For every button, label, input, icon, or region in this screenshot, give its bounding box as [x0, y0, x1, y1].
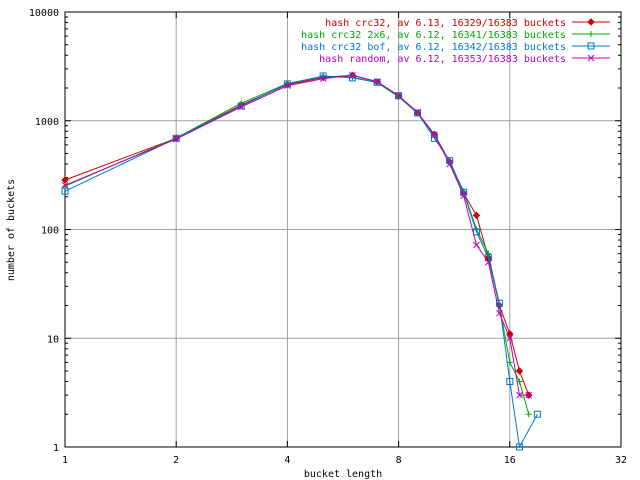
series-line [64, 74, 530, 396]
data-point [284, 82, 291, 90]
legend-entry-label: hash random, av 6.12, 16353/16383 bucket… [319, 54, 566, 65]
data-point [506, 378, 514, 386]
data-point [587, 18, 595, 26]
data-point [349, 71, 356, 79]
data-point [237, 103, 245, 111]
data-point [533, 410, 541, 418]
data-point [506, 334, 514, 342]
series-2 [62, 73, 532, 418]
data-point [485, 258, 492, 266]
series-line [64, 74, 529, 396]
x-tick-label: 2 [173, 455, 179, 466]
data-point [283, 80, 291, 88]
data-point [525, 391, 533, 399]
data-point [516, 391, 523, 399]
data-point [431, 131, 438, 139]
data-point [413, 109, 421, 117]
data-point [373, 78, 381, 85]
data-point [525, 411, 532, 418]
data-point [495, 299, 503, 307]
data-point [515, 367, 524, 375]
data-point [588, 31, 594, 37]
x-tick-label: 32 [615, 455, 627, 466]
x-tick-label: 8 [396, 455, 402, 466]
data-point [473, 241, 480, 249]
y-tick-label: 10000 [29, 8, 59, 19]
data-point [61, 187, 69, 195]
data-point [460, 192, 468, 199]
y-axis-label: number of buckets [6, 179, 17, 281]
x-axis-label: bucket length [304, 469, 382, 480]
legend: hash crc32, av 6.13, 16329/16383 buckets… [301, 18, 610, 65]
data-point [373, 78, 381, 86]
y-tick-label: 1000 [35, 117, 59, 128]
data-point [414, 108, 421, 116]
data-point [472, 211, 481, 220]
data-point [61, 181, 69, 189]
data-point [172, 134, 180, 142]
x-tick-label: 4 [284, 455, 290, 466]
series-line [64, 75, 538, 449]
data-point [506, 359, 513, 366]
x-tick-label: 1 [62, 455, 68, 466]
legend-entry-label: hash crc32 bof, av 6.12, 16342/16383 buc… [301, 42, 566, 53]
y-tick-label: 100 [41, 226, 59, 237]
series-line [64, 75, 530, 415]
data-point [395, 92, 402, 100]
data-point [395, 92, 403, 100]
data-point [496, 309, 503, 317]
y-tick-label: 1 [53, 443, 59, 454]
data-point [587, 54, 595, 62]
series-3 [61, 72, 541, 451]
series-4 [61, 71, 533, 399]
data-point [319, 75, 327, 82]
axis-ticks: 1 2 4 8 16 32 1 10 100 1000 10000 [29, 8, 627, 466]
legend-entry-label: hash crc32, av 6.13, 16329/16383 buckets [325, 18, 566, 29]
y-tick-label: 10 [47, 334, 59, 345]
data-point [61, 176, 69, 184]
legend-entry-label: hash crc32 2x6, av 6.12, 16341/16383 buc… [301, 30, 566, 41]
x-tick-label: 16 [504, 455, 516, 466]
data-point [172, 135, 180, 143]
data-point [516, 443, 524, 451]
data-point [446, 160, 454, 168]
data-point [587, 42, 595, 50]
series-group [61, 71, 541, 451]
